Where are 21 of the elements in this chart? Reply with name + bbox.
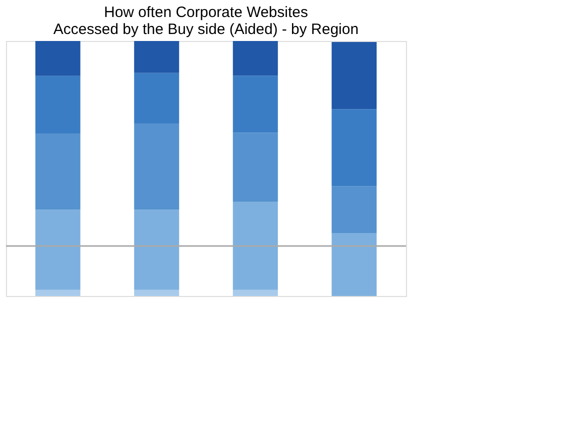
bar	[35, 134, 80, 210]
bar	[134, 72, 180, 124]
bar	[35, 76, 80, 134]
bar	[134, 210, 180, 290]
bar	[35, 41, 80, 76]
text: How often Corporate Websites	[104, 4, 308, 21]
bar	[332, 109, 377, 186]
bar	[35, 210, 80, 290]
bar	[232, 202, 278, 290]
bar	[232, 132, 278, 202]
bar	[232, 41, 278, 76]
bar	[134, 290, 180, 296]
bar	[332, 42, 377, 110]
bar	[134, 124, 180, 210]
bar	[332, 233, 377, 296]
text: Accessed by the Buy side (Aided) - by Region	[53, 21, 359, 38]
bar	[332, 186, 377, 234]
bar	[134, 41, 180, 73]
bar	[35, 290, 80, 296]
bar	[232, 290, 278, 296]
bar	[232, 76, 278, 133]
